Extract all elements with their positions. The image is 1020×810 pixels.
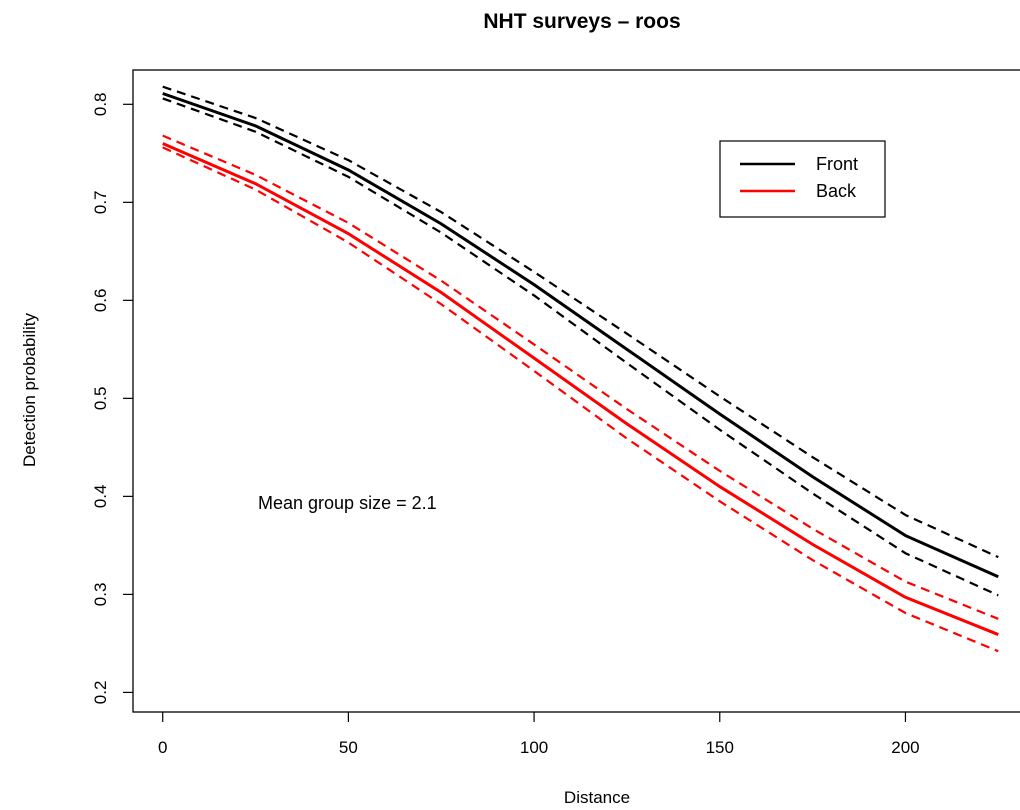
series-line-series-2-dashed: [162, 85, 999, 559]
y-tick-label-0-7: 0.7: [91, 190, 110, 214]
y-tick-label-0-5: 0.5: [91, 387, 110, 411]
annotation-mean-group-size: Mean group size = 2.1: [258, 493, 437, 513]
x-tick-label-100: 100: [520, 738, 548, 757]
series-layer: [162, 85, 999, 653]
series-line-series-6-dashed: [162, 146, 999, 653]
y-tick-label-0-8: 0.8: [91, 92, 110, 116]
x-tick-label-50: 50: [339, 738, 358, 757]
chart-title: NHT surveys – roos: [483, 10, 680, 33]
legend-box: [719, 140, 886, 218]
series-line-series-3-dashed: [162, 97, 999, 597]
x-axis-label: Distance: [564, 788, 630, 807]
y-tick-label-0-2: 0.2: [91, 681, 110, 705]
y-tick-label-0-6: 0.6: [91, 289, 110, 313]
y-tick-label-0-4: 0.4: [91, 485, 110, 509]
x-tick-label-200: 200: [891, 738, 919, 757]
y-axis: 0.2 0.3 0.4 0.5 0.6 0.7 0.8: [91, 92, 133, 704]
x-tick-label-0: 0: [158, 738, 167, 757]
series-line-back: [162, 142, 999, 636]
series-line-series-5-dashed: [162, 134, 999, 620]
x-axis: 0 50 100 150 200: [158, 712, 920, 757]
legend-label-back: Back: [816, 181, 857, 201]
series-line-front: [162, 92, 999, 579]
plot-frame: [132, 69, 1020, 713]
y-tick-label-0-3: 0.3: [91, 583, 110, 607]
y-axis-label: Detection probability: [20, 312, 39, 467]
legend-label-front: Front: [816, 154, 858, 174]
legend: Front Back: [719, 140, 886, 218]
x-tick-label-150: 150: [706, 738, 734, 757]
